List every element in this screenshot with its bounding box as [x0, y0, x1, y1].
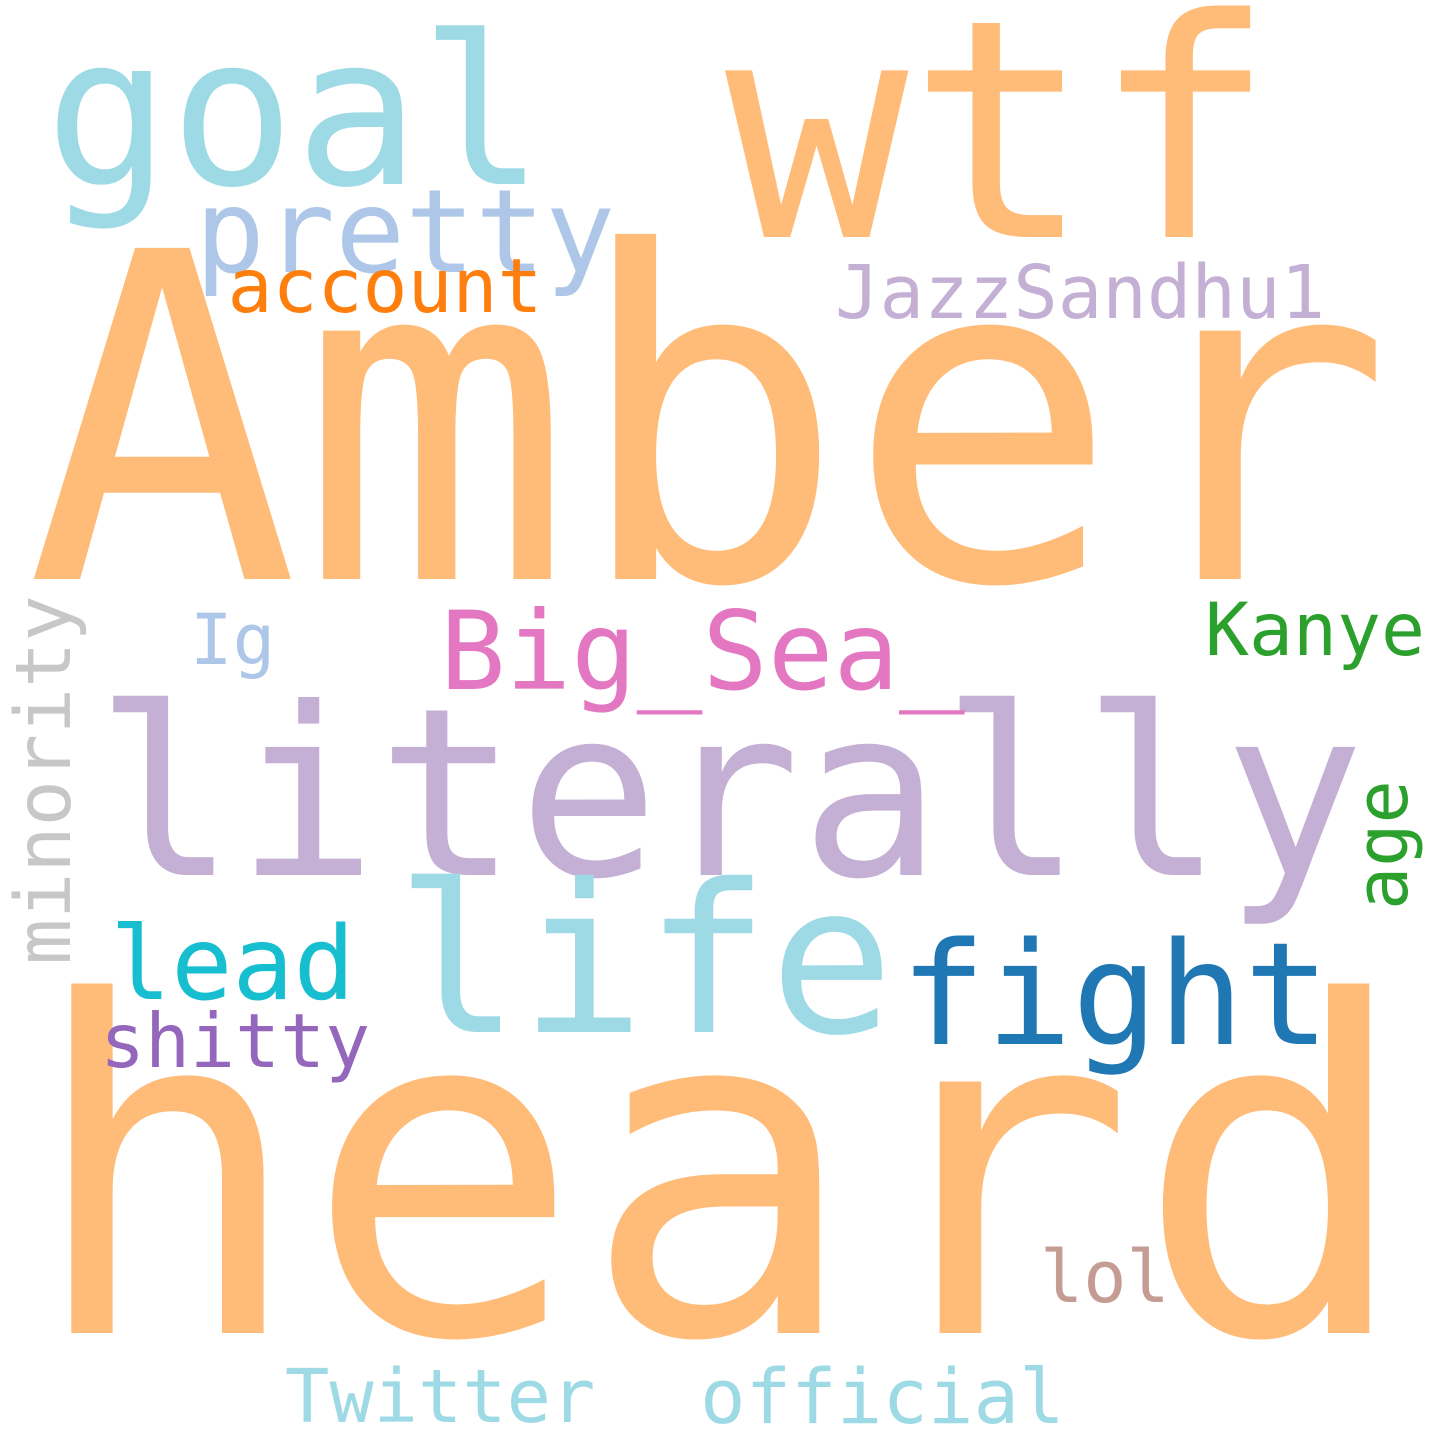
word-life: life	[395, 839, 895, 1081]
word-fight: fight	[900, 910, 1330, 1078]
word-official: official	[700, 1352, 1065, 1440]
word-age: age	[1339, 780, 1424, 910]
word-jazzsandhu1: JazzSandhu1	[835, 249, 1326, 336]
word-kanye: Kanye	[1205, 587, 1425, 673]
word-minority: minority	[0, 595, 89, 965]
word-goal: goal	[45, 0, 545, 233]
word-shitty: shitty	[100, 998, 371, 1085]
word-amber: Amber	[25, 157, 1393, 687]
word-twitter: Twitter	[285, 1354, 596, 1440]
word-big-sea: Big_Sea_	[440, 588, 965, 715]
word-account: account	[227, 243, 543, 330]
word-wtf: wtf	[725, 0, 1276, 309]
word-heard: heard	[27, 907, 1413, 1440]
word-pretty: pretty	[195, 164, 616, 300]
word-lol: lol	[1040, 1234, 1170, 1319]
word-lead: lead	[110, 905, 355, 1023]
word-ig: Ig	[190, 597, 276, 681]
word-literally: literally	[95, 659, 1365, 931]
